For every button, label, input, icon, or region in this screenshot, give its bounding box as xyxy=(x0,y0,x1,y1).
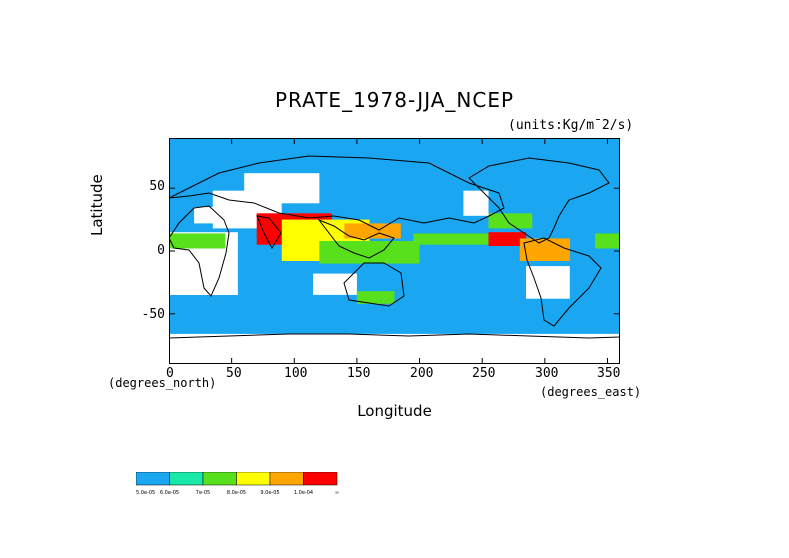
coastlines xyxy=(169,155,620,339)
map-frame xyxy=(169,138,620,364)
y-axis-label: Latitude xyxy=(88,174,106,236)
colorbar-label-5: 1.0e-04 xyxy=(294,490,313,496)
colorbar-swatches xyxy=(136,472,338,486)
precip-cell-14 xyxy=(413,233,526,245)
lon-tick-label: 50 xyxy=(226,366,242,381)
precip-cell-1 xyxy=(169,333,620,364)
lon-tick-label: 100 xyxy=(284,366,308,381)
colorbar-swatch-5 xyxy=(303,472,338,486)
lon-tick-label: 0 xyxy=(166,366,174,381)
coastline-eurasia xyxy=(169,155,505,231)
lon-tick-label: 250 xyxy=(472,366,496,381)
units-label: (units:Kg/m¯2/s) xyxy=(508,118,634,133)
colorbar-swatch-4 xyxy=(269,472,304,486)
coastline-se-asia xyxy=(317,218,395,259)
coastline-antarctica xyxy=(169,333,620,339)
precipitation-map xyxy=(169,138,620,364)
colorbar-label-2: 7e-05 xyxy=(196,490,210,496)
precip-cell-13 xyxy=(344,223,401,239)
lon-tick-label: 350 xyxy=(597,366,621,381)
precip-cell-18 xyxy=(356,291,395,304)
lat-tick-label: 50 xyxy=(149,179,165,194)
colorbar-labels: 5.0e-05 6.0e-05 7e-05 8.0e-05 9.0e-05 1.0e-04… xyxy=(136,490,339,496)
precip-cell-9 xyxy=(169,233,226,249)
y-axis-units: (degrees_north) xyxy=(108,376,217,390)
precip-cell-16 xyxy=(519,238,570,261)
colorbar-swatch-2 xyxy=(202,472,237,486)
precip-cell-7 xyxy=(463,190,489,216)
lon-tick-label: 300 xyxy=(535,366,559,381)
coastline-india xyxy=(256,215,282,250)
lon-tick-label: 200 xyxy=(410,366,434,381)
colorbar-swatch-3 xyxy=(236,472,271,486)
colorbar-swatch-1 xyxy=(169,472,204,486)
precip-cell-8 xyxy=(526,266,570,299)
x-axis-units: (degrees_east) xyxy=(540,385,642,399)
precip-cell-19 xyxy=(594,233,620,249)
colorbar-label-6: ∞ xyxy=(335,490,339,496)
lon-tick-label: 150 xyxy=(347,366,371,381)
precipitation-regions xyxy=(169,138,620,364)
chart-title: PRATE_1978-JJA_NCEP xyxy=(274,88,515,112)
coastline-south-america xyxy=(523,237,602,327)
lat-tick-label: -50 xyxy=(141,307,165,322)
x-axis-label: Longitude xyxy=(357,402,432,420)
lat-tick-label: 0 xyxy=(157,243,165,258)
colorbar: 5.0e-05 6.0e-05 7e-05 8.0e-05 9.0e-05 1.0e-04… xyxy=(136,472,339,496)
colorbar-label-4: 9.0e-05 xyxy=(260,490,279,496)
precip-cell-12 xyxy=(319,241,420,264)
coastline-north-america xyxy=(468,157,610,244)
precip-cell-15 xyxy=(488,232,527,246)
colorbar-label-3: 8.0e-05 xyxy=(227,490,246,496)
colorbar-swatch-0 xyxy=(136,472,170,486)
coastline-australia xyxy=(343,262,405,307)
colorbar-label-0: 5.0e-05 xyxy=(136,490,155,496)
coastline-africa xyxy=(169,205,230,297)
colorbar-label-1: 6.0e-05 xyxy=(160,490,179,496)
precip-cell-5 xyxy=(244,173,320,204)
precip-cell-17 xyxy=(488,213,533,229)
